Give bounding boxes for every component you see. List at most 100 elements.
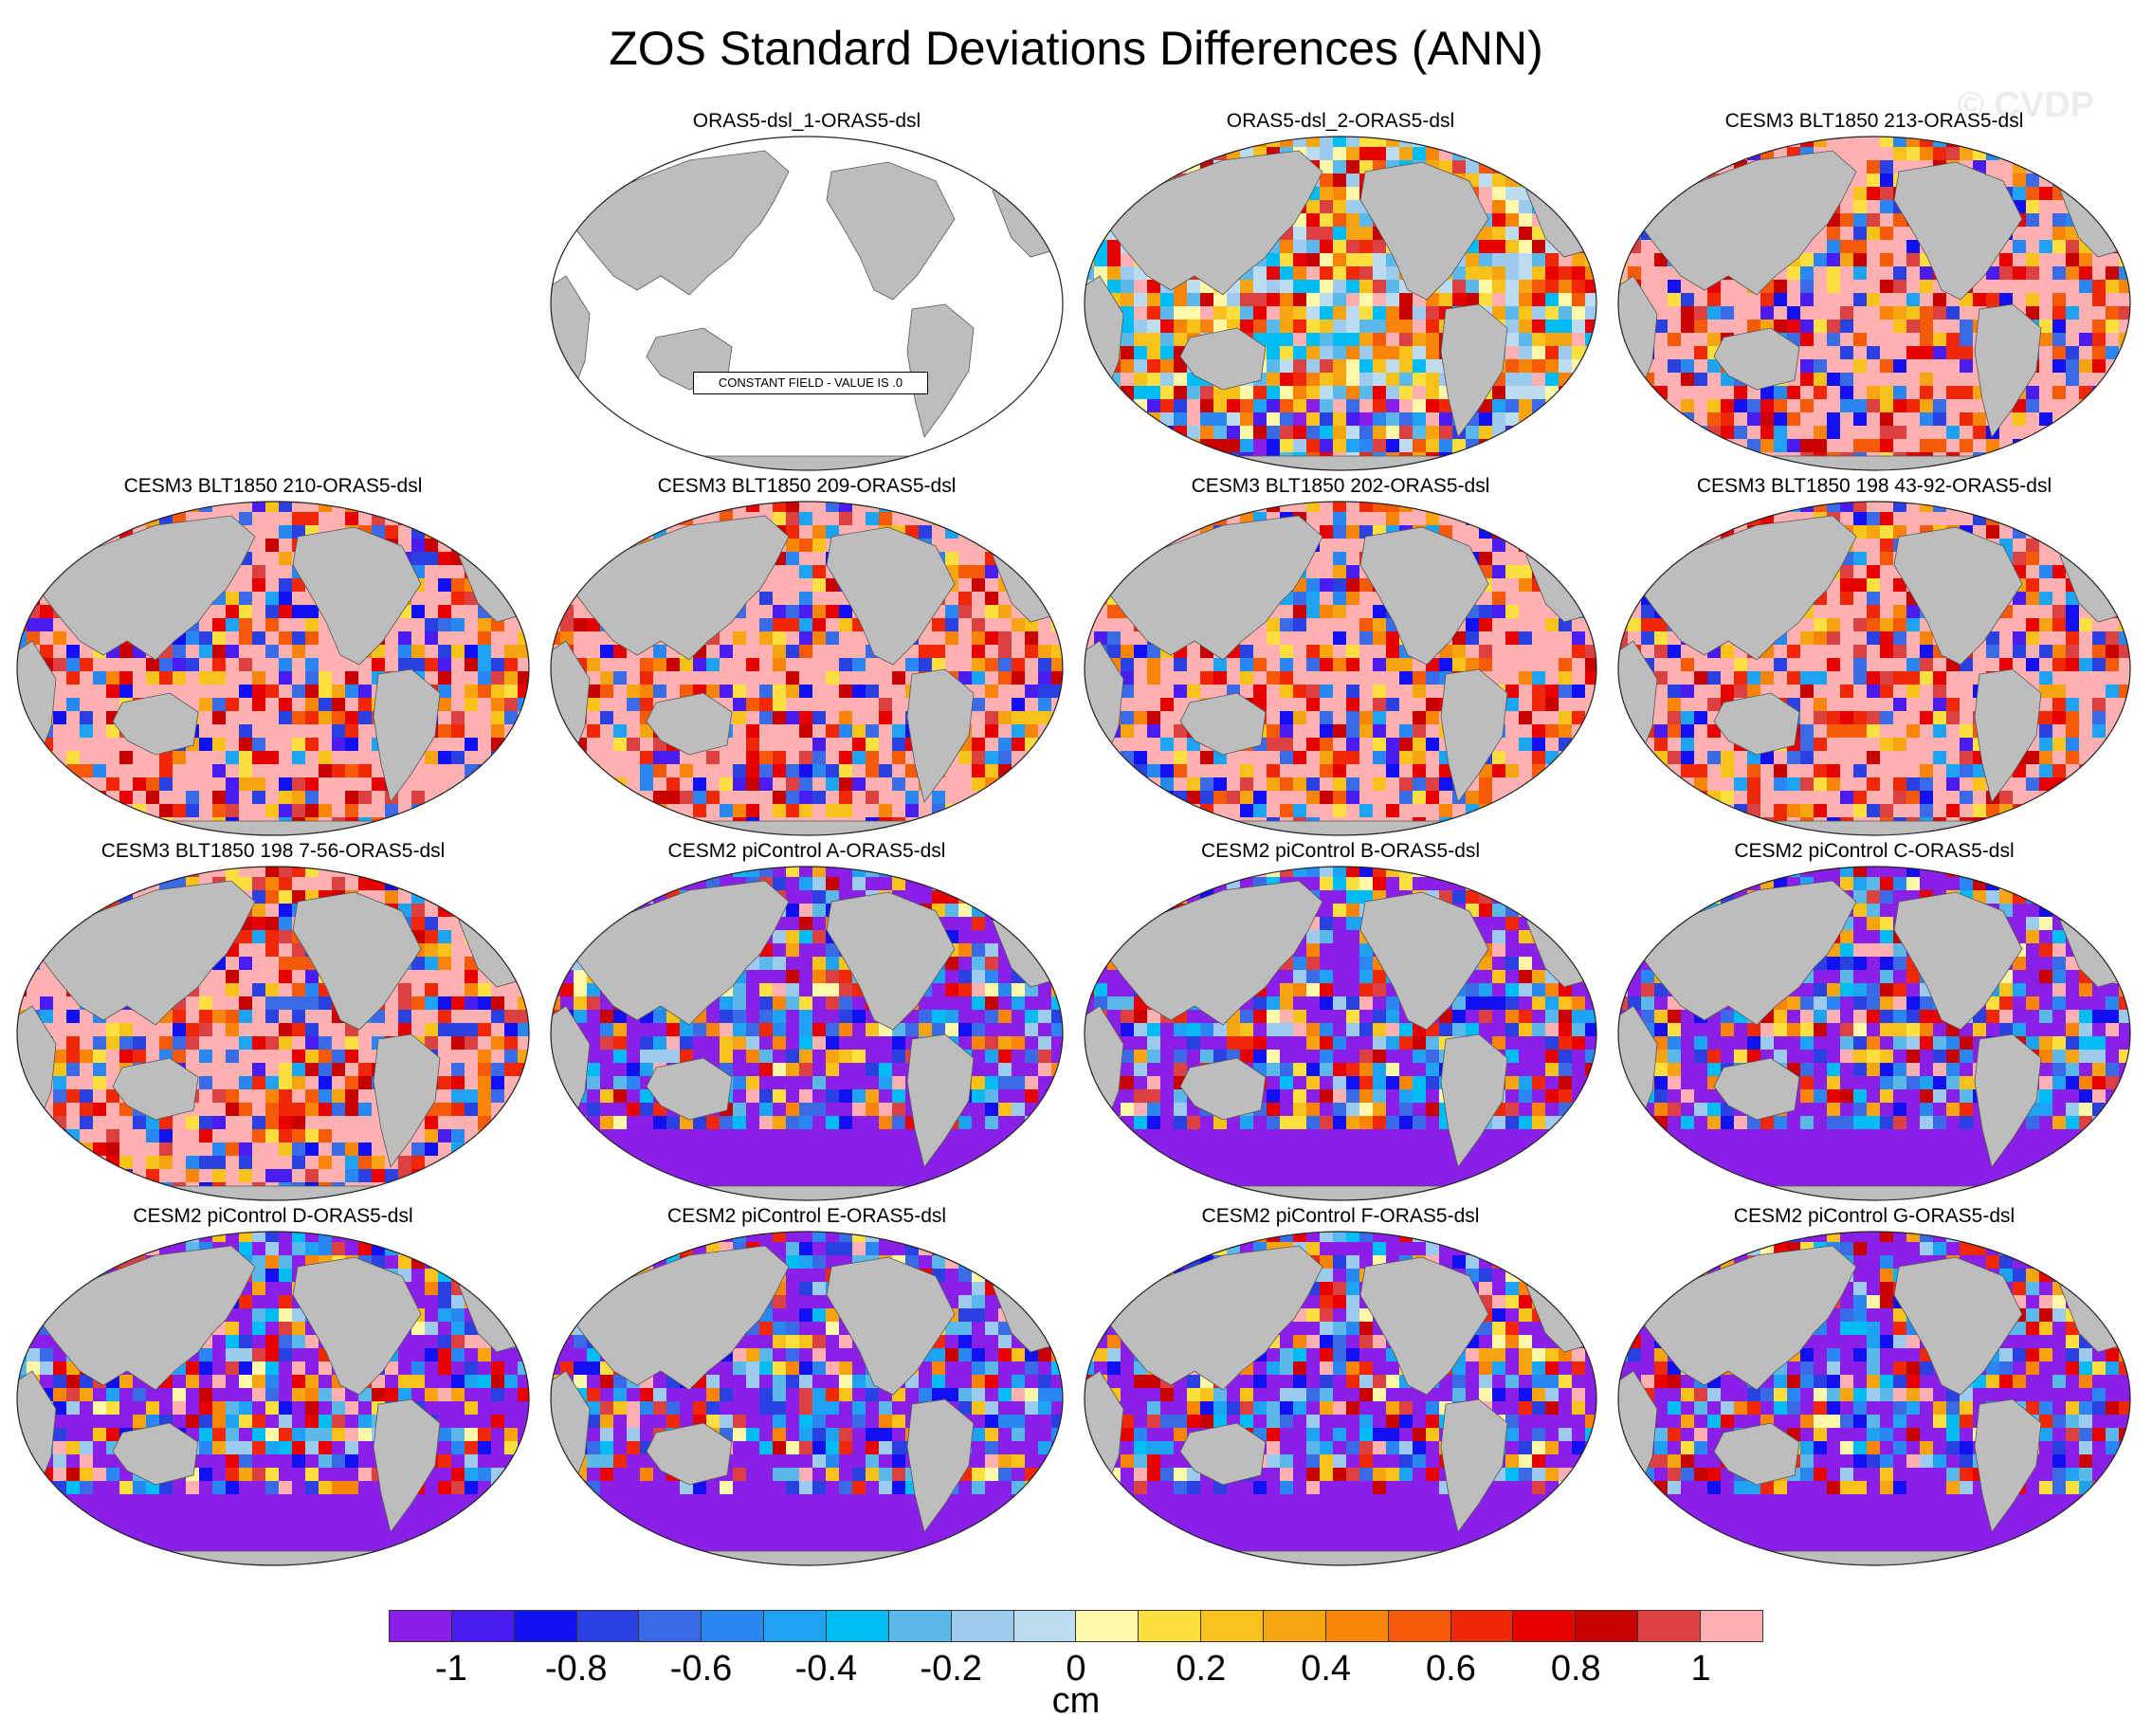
data-cell (1628, 147, 1641, 160)
data-cell (2013, 426, 2026, 439)
data-cell (491, 645, 504, 658)
data-cell (600, 645, 613, 658)
data-cell (265, 565, 279, 578)
data-cell (279, 512, 292, 525)
data-cell (1280, 658, 1293, 671)
data-cell (1346, 631, 1359, 645)
data-cell (1267, 253, 1280, 266)
data-cell (972, 777, 985, 791)
data-cell (17, 791, 27, 804)
data-cell (1333, 671, 1346, 685)
data-cell (239, 671, 252, 685)
data-cell (1880, 213, 1893, 227)
data-cell (1559, 698, 1572, 711)
data-cell (1386, 266, 1399, 280)
data-cell (159, 791, 173, 804)
data-cell (1920, 359, 1933, 373)
data-cell (852, 724, 866, 738)
data-cell (1681, 160, 1694, 174)
data-cell (345, 804, 358, 817)
data-cell (186, 751, 199, 764)
data-cell (478, 512, 491, 525)
data-cell (2106, 439, 2119, 452)
data-cell (1373, 658, 1386, 671)
data-cell (2079, 280, 2092, 293)
data-cell (106, 724, 119, 738)
data-cell (2026, 240, 2039, 253)
map-panel: ORAS5-dsl_2-ORAS5-dsl (1081, 109, 1600, 473)
data-cell (491, 698, 504, 711)
data-cell (531, 724, 533, 738)
data-cell (1346, 565, 1359, 578)
data-cell (985, 831, 998, 835)
data-cell (1479, 552, 1492, 565)
data-cell (972, 631, 985, 645)
data-cell (972, 605, 985, 618)
data-cell (1585, 645, 1596, 658)
data-cell (2079, 174, 2092, 187)
data-cell (425, 777, 438, 791)
data-cell (1134, 671, 1147, 685)
data-cell (1654, 386, 1668, 399)
data-cell (905, 502, 919, 512)
data-cell (958, 539, 972, 552)
data-cell (212, 711, 226, 724)
data-cell (1121, 645, 1134, 658)
data-cell (613, 791, 627, 804)
data-cell (106, 512, 119, 525)
data-cell (1814, 386, 1827, 399)
data-cell (839, 512, 852, 525)
data-cell (839, 698, 852, 711)
data-cell (1426, 698, 1439, 711)
data-cell (1814, 293, 1827, 306)
data-cell (1147, 466, 1160, 470)
data-cell (812, 631, 826, 645)
data-cell (627, 791, 640, 804)
data-cell (504, 539, 518, 552)
data-cell (265, 804, 279, 817)
data-cell (2026, 137, 2039, 147)
data-cell (1840, 293, 1853, 306)
data-cell (1373, 645, 1386, 658)
data-cell (438, 711, 451, 724)
data-cell (2079, 452, 2092, 466)
data-cell (812, 605, 826, 618)
data-cell (1787, 439, 1800, 452)
data-cell (587, 804, 600, 817)
data-cell (252, 565, 265, 578)
data-cell (892, 671, 905, 685)
world-map (550, 136, 1064, 471)
data-cell (279, 738, 292, 751)
data-cell (1346, 738, 1359, 751)
data-cell (1814, 306, 1827, 320)
data-cell (1399, 412, 1413, 426)
data-cell (1386, 426, 1399, 439)
data-cell (1213, 658, 1227, 671)
data-cell (1373, 359, 1386, 373)
data-cell (2119, 174, 2130, 187)
data-cell (1051, 552, 1063, 565)
data-cell (504, 711, 518, 724)
data-cell (693, 751, 706, 764)
data-cell (1559, 399, 1572, 412)
data-cell (985, 751, 998, 764)
data-cell (2079, 320, 2092, 333)
data-cell (1853, 333, 1867, 346)
data-cell (1618, 452, 1628, 466)
data-cell (518, 804, 529, 817)
data-cell (80, 764, 93, 777)
data-cell (945, 592, 958, 605)
data-cell (1346, 502, 1359, 512)
data-cell (438, 724, 451, 738)
data-cell (627, 698, 640, 711)
data-cell (2013, 137, 2026, 147)
data-cell (1147, 293, 1160, 306)
data-cell (1999, 293, 2013, 306)
data-cell (1747, 320, 1760, 333)
data-cell (226, 631, 239, 645)
data-cell (985, 605, 998, 618)
data-cell (1373, 137, 1386, 147)
data-cell (1306, 320, 1320, 333)
data-cell (1094, 147, 1107, 160)
data-cell (1598, 738, 1600, 751)
